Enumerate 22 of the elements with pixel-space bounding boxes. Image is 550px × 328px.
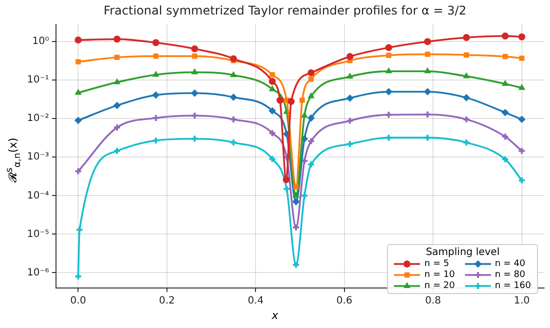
chart-title: Fractional symmetrized Taylor remainder profiles for α = 3/2	[104, 3, 466, 18]
y-tick-label: 10⁻⁵	[26, 228, 50, 240]
x-tick-label: 0.6	[336, 296, 352, 307]
legend-label: n = 20	[424, 281, 455, 291]
legend-label: n = 5	[424, 259, 450, 269]
x-tick-label: 0.0	[70, 296, 86, 307]
x-tick-label: 0.2	[158, 296, 175, 307]
x-tick-label: 0.4	[248, 296, 264, 307]
y-tick-label: 10⁰	[32, 36, 50, 48]
y-tick-label: 10⁻⁶	[26, 267, 50, 278]
legend-label: n = 40	[494, 259, 526, 269]
y-tick-label: 10⁻⁴	[26, 190, 50, 202]
x-tick-label: 0.8	[425, 296, 442, 307]
y-tick-label: 10⁻³	[26, 152, 50, 163]
x-axis-title: x	[270, 309, 280, 322]
legend-title: Sampling level	[424, 247, 501, 258]
legend-label: n = 160	[494, 281, 531, 291]
y-tick-label: 10⁻¹	[26, 74, 50, 86]
x-tick-label: 1.0	[514, 296, 530, 307]
legend-label: n = 10	[424, 270, 455, 280]
legend-label: n = 80	[494, 270, 526, 280]
y-tick-label: 10⁻²	[26, 113, 50, 124]
